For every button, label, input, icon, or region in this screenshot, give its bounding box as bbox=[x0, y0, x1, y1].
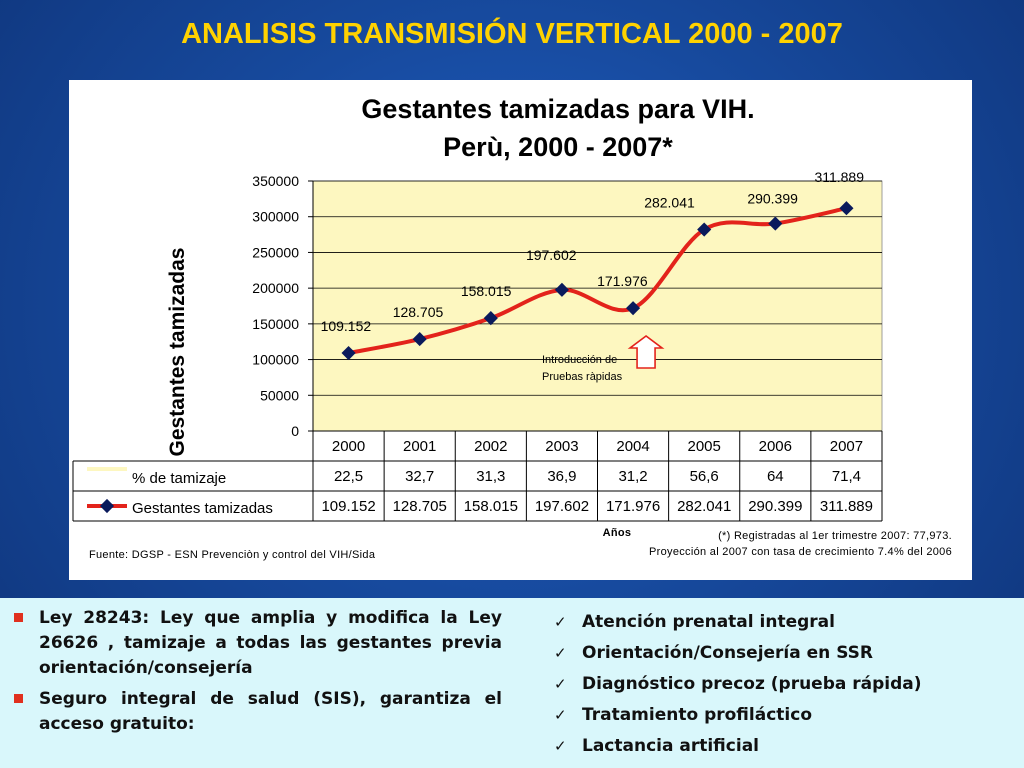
checkmark-icon: ✓ bbox=[554, 674, 567, 693]
table-row-label: % de tamizaje bbox=[132, 470, 226, 487]
legend-swatch-marker bbox=[99, 498, 115, 514]
table-cell: 31,3 bbox=[476, 468, 505, 485]
table-cell: 2001 bbox=[403, 438, 436, 455]
y-tick-label: 200000 bbox=[252, 280, 299, 296]
check-text: Atención prenatal integral bbox=[582, 611, 835, 632]
footnote-projection: Proyección al 2007 con tasa de crecimien… bbox=[649, 546, 952, 558]
table-cell: 2003 bbox=[545, 438, 578, 455]
table-cell: 2007 bbox=[830, 438, 863, 455]
table-cell: 31,2 bbox=[618, 468, 647, 485]
plot-area: 350000 300000 250000 200000 150000 100000 5000… bbox=[252, 169, 883, 439]
data-label: 282.041 bbox=[644, 195, 695, 211]
data-label: 290.399 bbox=[747, 191, 798, 207]
list-item: Seguro integral de salud (SIS), garantiz… bbox=[14, 687, 502, 737]
checkmark-icon: ✓ bbox=[554, 643, 567, 662]
annotation-line-2: Pruebas ràpidas bbox=[542, 371, 623, 383]
table-cell: 158.015 bbox=[464, 498, 518, 515]
table-cell: 2005 bbox=[688, 438, 721, 455]
up-arrow-icon bbox=[627, 335, 665, 369]
data-point-marker bbox=[483, 311, 498, 326]
data-point-marker bbox=[341, 345, 356, 361]
bottom-panel: Ley 28243: Ley que amplia y modifica la … bbox=[0, 598, 1024, 768]
data-table: 2000 2001 2002 2003 2004 2005 2006 2007 22,5 32,7… bbox=[72, 430, 883, 522]
y-tick-label: 100000 bbox=[252, 352, 299, 368]
data-point-marker bbox=[768, 216, 783, 231]
data-label: 311.889 bbox=[814, 169, 864, 185]
table-cell: 171.976 bbox=[606, 498, 660, 515]
square-bullet-icon bbox=[14, 694, 23, 703]
data-label: 171.976 bbox=[597, 273, 648, 289]
table-row-label: Gestantes tamizadas bbox=[132, 500, 273, 517]
y-tick-label: 350000 bbox=[252, 173, 299, 189]
list-item: ✓ Diagnóstico precoz (prueba rápida) bbox=[554, 668, 1014, 699]
data-label: 197.602 bbox=[526, 247, 577, 263]
y-tick-label: 50000 bbox=[260, 387, 299, 403]
check-text: Orientación/Consejería en SSR bbox=[582, 642, 874, 663]
chart-svg: Gestantes tamizadas para VIH. Perù, 2000… bbox=[72, 94, 952, 561]
table-cell: 36,9 bbox=[547, 468, 576, 485]
y-tick-label: 250000 bbox=[252, 244, 299, 260]
data-point-marker bbox=[839, 201, 854, 216]
y-tick-label: 0 bbox=[291, 423, 299, 439]
y-axis-label: Gestantes tamizadas bbox=[166, 248, 189, 457]
check-text: Diagnóstico precoz (prueba rápida) bbox=[582, 673, 922, 694]
chart-title: Gestantes tamizadas para VIH. bbox=[361, 94, 754, 124]
data-label: 109.152 bbox=[321, 318, 372, 334]
list-item: ✓ Orientación/Consejería en SSR bbox=[554, 637, 1014, 668]
table-cell: 64 bbox=[767, 468, 784, 485]
left-bullet-list: Ley 28243: Ley que amplia y modifica la … bbox=[14, 606, 502, 743]
checkmark-icon: ✓ bbox=[554, 705, 567, 724]
check-text: Tratamiento profiláctico bbox=[582, 704, 812, 725]
list-item: ✓ Tratamiento profiláctico bbox=[554, 699, 1014, 730]
source-note: Fuente: DGSP - ESN Prevenciòn y control … bbox=[89, 549, 376, 561]
table-cell: 56,6 bbox=[690, 468, 719, 485]
table-cell: 311.889 bbox=[820, 498, 873, 515]
data-label: 128.705 bbox=[393, 304, 444, 320]
table-cell: 197.602 bbox=[535, 498, 589, 515]
table-cell: 2000 bbox=[332, 438, 365, 455]
bullet-text: Seguro integral de salud (SIS), garantiz… bbox=[39, 689, 502, 734]
series-line bbox=[348, 206, 847, 355]
slide-title: ANALISIS TRANSMISIÓN VERTICAL 2000 - 200… bbox=[181, 18, 843, 50]
checkmark-icon: ✓ bbox=[554, 612, 567, 631]
chart-subtitle: Perù, 2000 - 2007* bbox=[443, 132, 673, 162]
list-item: ✓ Atención prenatal integral bbox=[554, 606, 1014, 637]
right-check-list: ✓ Atención prenatal integral ✓ Orientaci… bbox=[554, 606, 1014, 761]
table-cell: 2006 bbox=[759, 438, 792, 455]
list-item: Ley 28243: Ley que amplia y modifica la … bbox=[14, 606, 502, 681]
square-bullet-icon bbox=[14, 613, 23, 622]
table-cell: 128.705 bbox=[393, 498, 447, 515]
table-cell: 290.399 bbox=[748, 498, 802, 515]
table-cell: 2004 bbox=[616, 438, 649, 455]
footnote-registered: (*) Registradas al 1er trimestre 2007: 7… bbox=[718, 530, 952, 542]
table-cell: 282.041 bbox=[677, 498, 731, 515]
y-tick-label: 150000 bbox=[252, 316, 299, 332]
x-axis-label: Años bbox=[603, 527, 632, 539]
chart-panel: Gestantes tamizadas para VIH. Perù, 2000… bbox=[69, 80, 972, 580]
check-text: Lactancia artificial bbox=[582, 735, 759, 756]
checkmark-icon: ✓ bbox=[554, 736, 567, 755]
table-cell: 109.152 bbox=[321, 498, 375, 515]
annotation-line-1: Introducción de bbox=[542, 354, 617, 366]
bullet-text: Ley 28243: Ley que amplia y modifica la … bbox=[39, 608, 502, 678]
data-point-marker bbox=[625, 301, 641, 316]
data-label: 158.015 bbox=[461, 283, 512, 299]
table-cell: 22,5 bbox=[334, 468, 363, 485]
data-point-marker bbox=[554, 282, 570, 297]
y-tick-label: 300000 bbox=[252, 209, 299, 225]
list-item: ✓ Lactancia artificial bbox=[554, 730, 1014, 761]
table-cell: 71,4 bbox=[832, 468, 861, 485]
table-cell: 32,7 bbox=[405, 468, 434, 485]
table-cell: 2002 bbox=[474, 438, 507, 455]
data-point-marker bbox=[697, 222, 712, 237]
